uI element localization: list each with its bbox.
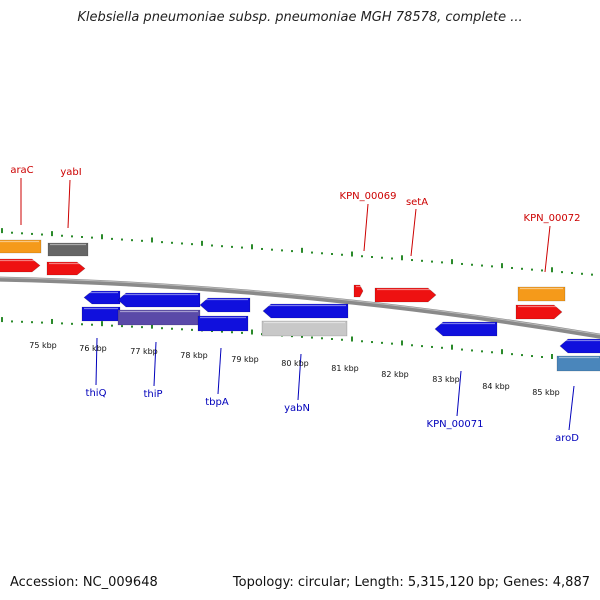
- leader-yabn: [297, 353, 302, 401]
- label-leaders: [20, 178, 575, 431]
- feature-thip-gene: [117, 309, 201, 326]
- gene-label-kpn-00072[interactable]: KPN_00072: [524, 213, 581, 224]
- scale-label: 85 kbp: [532, 388, 560, 397]
- feature-kpn-00072-gene: [517, 286, 566, 302]
- gene-label-kpn-00071[interactable]: KPN_00071: [427, 419, 484, 430]
- feature-kpn-00072-cds: [515, 304, 563, 320]
- genome-summary-text: Topology: circular; Length: 5,315,120 bp…: [232, 575, 590, 590]
- scale-label: 78 kbp: [180, 351, 208, 360]
- leader-kpn-00072: [544, 225, 551, 273]
- scale-label: 76 kbp: [79, 344, 107, 353]
- leader-kpn-00069: [363, 203, 369, 252]
- gene-label-arac[interactable]: araC: [10, 165, 33, 176]
- feature-yabn-cds: [262, 303, 349, 319]
- feature-thiq-cds: [83, 290, 121, 305]
- feature-seta: [374, 287, 437, 303]
- leader-seta: [410, 208, 417, 257]
- feature-thip-cds: [117, 292, 201, 308]
- leader-tbpa: [217, 347, 222, 395]
- genome-backbone: [0, 276, 600, 339]
- leader-thiq: [95, 337, 98, 386]
- scale-label: 83 kbp: [432, 375, 460, 384]
- scale-label: 81 kbp: [331, 364, 359, 373]
- scale-label: 75 kbp: [29, 341, 57, 350]
- feature-arod-cds: [559, 338, 600, 354]
- gene-label-thip[interactable]: thiP: [143, 389, 162, 400]
- gene-label-tbpa[interactable]: tbpA: [205, 397, 229, 408]
- feature-arac-cds: [0, 258, 41, 273]
- accession-text: Accession: NC_009648: [10, 575, 158, 590]
- feature-arod-gene: [556, 355, 600, 372]
- feature-kpn-00069: [353, 284, 364, 298]
- feature-yabi-cds: [46, 261, 86, 276]
- forward-gene-labels: araC yabI KPN_00069 setA KPN_00072: [10, 165, 580, 224]
- leader-arod: [568, 385, 575, 431]
- feature-tbpa-cds: [199, 297, 251, 313]
- scale-label: 84 kbp: [482, 382, 510, 391]
- gene-label-yabn[interactable]: yabN: [284, 403, 310, 414]
- feature-arac-gene: [0, 239, 42, 254]
- gene-label-seta[interactable]: setA: [406, 197, 428, 208]
- leader-thip: [153, 341, 157, 387]
- gene-label-kpn-00069[interactable]: KPN_00069: [340, 191, 397, 202]
- feature-yabi-gene: [47, 242, 89, 257]
- feature-kpn-00071-cds: [434, 321, 498, 337]
- scale-label: 79 kbp: [231, 355, 259, 364]
- map-title: Klebsiella pneumoniae subsp. pneumoniae …: [77, 10, 523, 25]
- feature-tbpa-gene: [197, 315, 249, 332]
- scale-ticks-upper: [1, 228, 593, 276]
- gene-label-arod[interactable]: aroD: [555, 433, 579, 444]
- leader-kpn-00071: [456, 370, 462, 417]
- reverse-gene-labels: thiQ thiP tbpA yabN KPN_00071 aroD: [86, 388, 580, 444]
- leader-yabi: [67, 179, 71, 229]
- gene-label-yabi[interactable]: yabI: [60, 167, 81, 178]
- scale-labels: 75 kbp 76 kbp 77 kbp 78 kbp 79 kbp 80 kb…: [29, 341, 560, 397]
- gene-label-thiq[interactable]: thiQ: [86, 388, 107, 399]
- scale-label: 82 kbp: [381, 370, 409, 379]
- feature-track: [0, 239, 600, 372]
- genome-backbone-highlight: [0, 277, 600, 336]
- feature-yabn-gene: [261, 320, 348, 337]
- scale-label: 80 kbp: [281, 359, 309, 368]
- scale-label: 77 kbp: [130, 347, 158, 356]
